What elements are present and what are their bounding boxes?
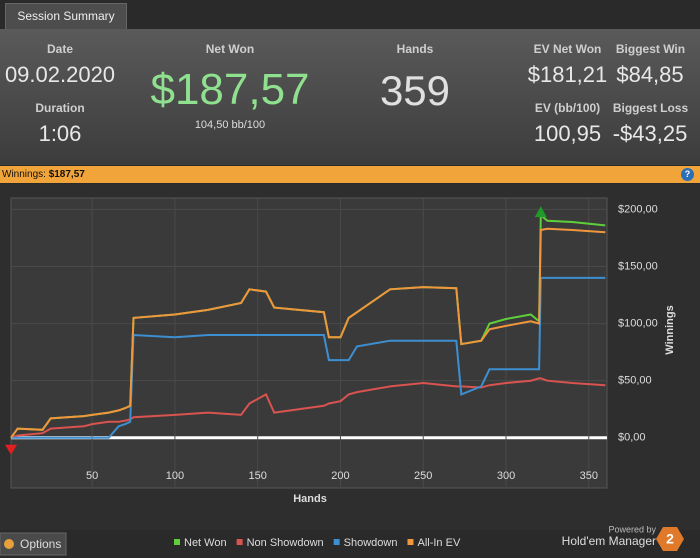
net-won-label: Net Won [205, 42, 255, 56]
y-axis-title: Winnings [664, 305, 676, 354]
biggest-win: $84,85 [616, 62, 684, 87]
date-label: Date [46, 42, 73, 56]
series-line [10, 377, 606, 439]
x-tick-label: 200 [331, 470, 349, 482]
brand-version: 2 [666, 531, 674, 547]
low-marker [5, 444, 17, 455]
duration-label: Duration [35, 101, 85, 115]
brand-logo [656, 527, 684, 551]
y-tick-label: $200,00 [618, 203, 658, 215]
legend-swatch [174, 539, 180, 545]
x-tick-label: 300 [497, 470, 515, 482]
winnings-value: $187,57 [48, 169, 85, 180]
biggest-loss: -$43,25 [612, 121, 688, 146]
biggest-loss-label: Biggest Loss [612, 101, 689, 115]
y-tick-label: $100,00 [618, 317, 658, 329]
x-axis-title: Hands [293, 493, 327, 505]
duration: 1:06 [38, 121, 82, 146]
series-line [10, 227, 606, 439]
powered-by: Powered by [608, 524, 656, 534]
biggest-win-label: Biggest Win [615, 42, 686, 56]
plot-area [10, 197, 608, 489]
bb-per-100: 104,50 bb/100 [194, 119, 266, 131]
ev-net-won: $181,21 [527, 62, 608, 87]
x-tick-label: 100 [166, 470, 184, 482]
options-text: Options [20, 537, 61, 551]
legend-swatch [333, 539, 340, 545]
net-won: $187,57 [150, 65, 310, 114]
legend-label: Net Won [184, 537, 227, 549]
peak-marker [534, 206, 547, 218]
options-button[interactable]: Options [0, 532, 67, 556]
winnings-label: Winnings: [2, 169, 46, 180]
ev-bb-label: EV (bb/100) [534, 101, 601, 115]
x-tick-label: 250 [414, 470, 432, 482]
x-tick-label: 150 [248, 470, 266, 482]
ev-net-won-label: EV Net Won [533, 42, 602, 56]
y-tick-label: $0,00 [618, 432, 646, 444]
tab[interactable]: Session Summary [5, 3, 127, 29]
legend-swatch [236, 539, 243, 545]
y-tick-label: $50,00 [618, 375, 652, 387]
winnings-bar: Winnings: $187,57 ? [0, 166, 700, 183]
legend-label: Showdown [344, 537, 398, 549]
x-tick-label: 350 [580, 470, 598, 482]
options-icon [4, 539, 14, 549]
legend-label: All-In EV [417, 537, 460, 549]
hands: 359 [379, 67, 451, 114]
legend-swatch [407, 539, 414, 545]
brand: Hold'em Manager [562, 534, 656, 548]
summary-panel: Date 09.02.2020 Duration 1:06 Net Won $1… [0, 29, 700, 165]
options-bg [0, 532, 67, 556]
help-button[interactable]: ? [681, 168, 694, 181]
date: 09.02.2020 [4, 62, 116, 87]
series-line [11, 276, 606, 439]
y-tick-label: $150,00 [618, 260, 658, 272]
x-tick-label: 50 [86, 470, 98, 482]
legend-label: Non Showdown [247, 537, 324, 549]
ev-bb: 100,95 [533, 121, 602, 146]
hands-label: Hands [396, 42, 434, 56]
